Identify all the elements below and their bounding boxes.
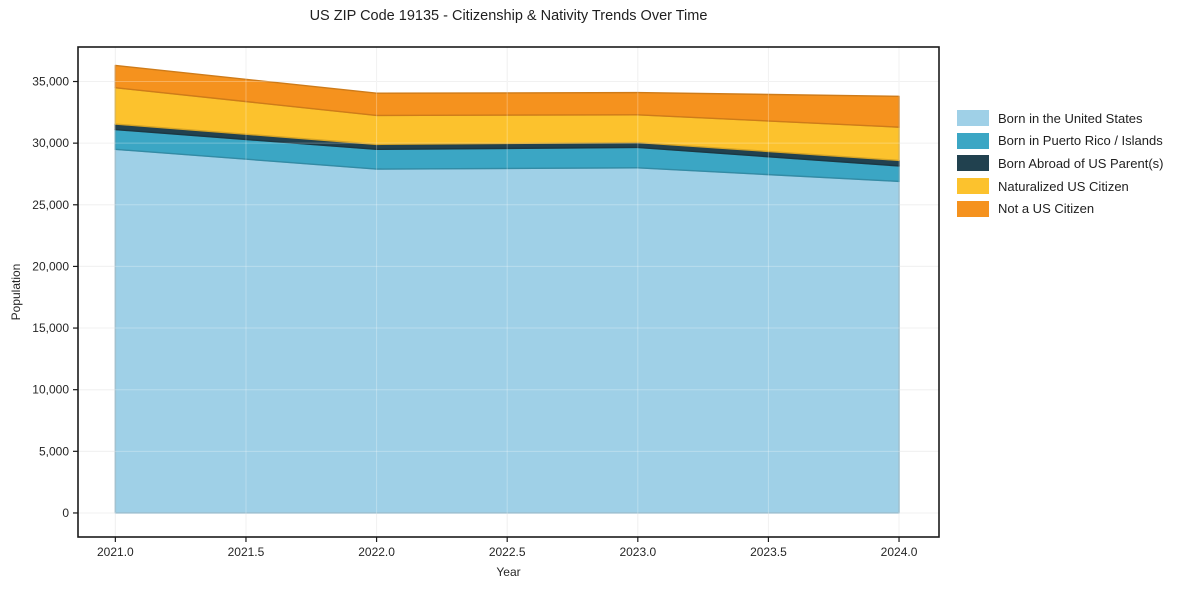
y-tick-label: 10,000 (32, 383, 69, 397)
x-axis-label: Year (496, 565, 521, 579)
x-tick-label: 2023.5 (750, 545, 787, 559)
legend-swatch (957, 200, 989, 217)
y-tick-label: 15,000 (32, 321, 69, 335)
y-tick-label: 5,000 (39, 444, 69, 458)
legend-item: Naturalized US Citizen (957, 175, 1163, 198)
gridlines-overlay (78, 47, 939, 537)
legend-swatch (957, 178, 989, 195)
x-tick-label: 2021.5 (228, 545, 265, 559)
y-tick-label: 25,000 (32, 198, 69, 212)
x-tick-label: 2023.0 (619, 545, 656, 559)
area-series-4 (114, 64, 900, 128)
legend-label: Born in Puerto Rico / Islands (998, 133, 1163, 149)
y-tick-label: 20,000 (32, 259, 69, 273)
legend-item: Born in Puerto Rico / Islands (957, 130, 1163, 153)
tick-labels: 0 5,000 10,000 15,000 20,000 25,000 30,000 35,0… (32, 75, 917, 559)
legend-label: Born in the United States (998, 110, 1143, 126)
stacked-area-series (114, 64, 900, 514)
y-axis-label: Population (9, 263, 23, 321)
legend-label: Not a US Citizen (998, 201, 1095, 217)
x-tick-label: 2022.0 (358, 545, 395, 559)
x-tick-label: 2024.0 (881, 545, 918, 559)
legend-swatch (957, 132, 989, 149)
x-tick-label: 2021.0 (97, 545, 134, 559)
x-tick-label: 2022.5 (489, 545, 526, 559)
legend-label: Born Abroad of US Parent(s) (998, 155, 1164, 171)
axes-frame (77, 46, 940, 538)
legend-item: Not a US Citizen (957, 197, 1163, 220)
legend-swatch (957, 155, 989, 172)
legend-label: Naturalized US Citizen (998, 178, 1129, 194)
legend-item: Born Abroad of US Parent(s) (957, 152, 1163, 175)
y-tick-label: 35,000 (32, 75, 69, 89)
tick-marks (73, 80, 900, 542)
legend-swatch (957, 110, 989, 127)
y-tick-label: 0 (62, 506, 69, 520)
y-tick-label: 30,000 (32, 136, 69, 150)
legend-item: Born in the United States (957, 107, 1163, 130)
chart-title: US ZIP Code 19135 - Citizenship & Nativi… (309, 8, 708, 24)
legend: Born in the United States Born in Puerto … (957, 107, 1163, 220)
